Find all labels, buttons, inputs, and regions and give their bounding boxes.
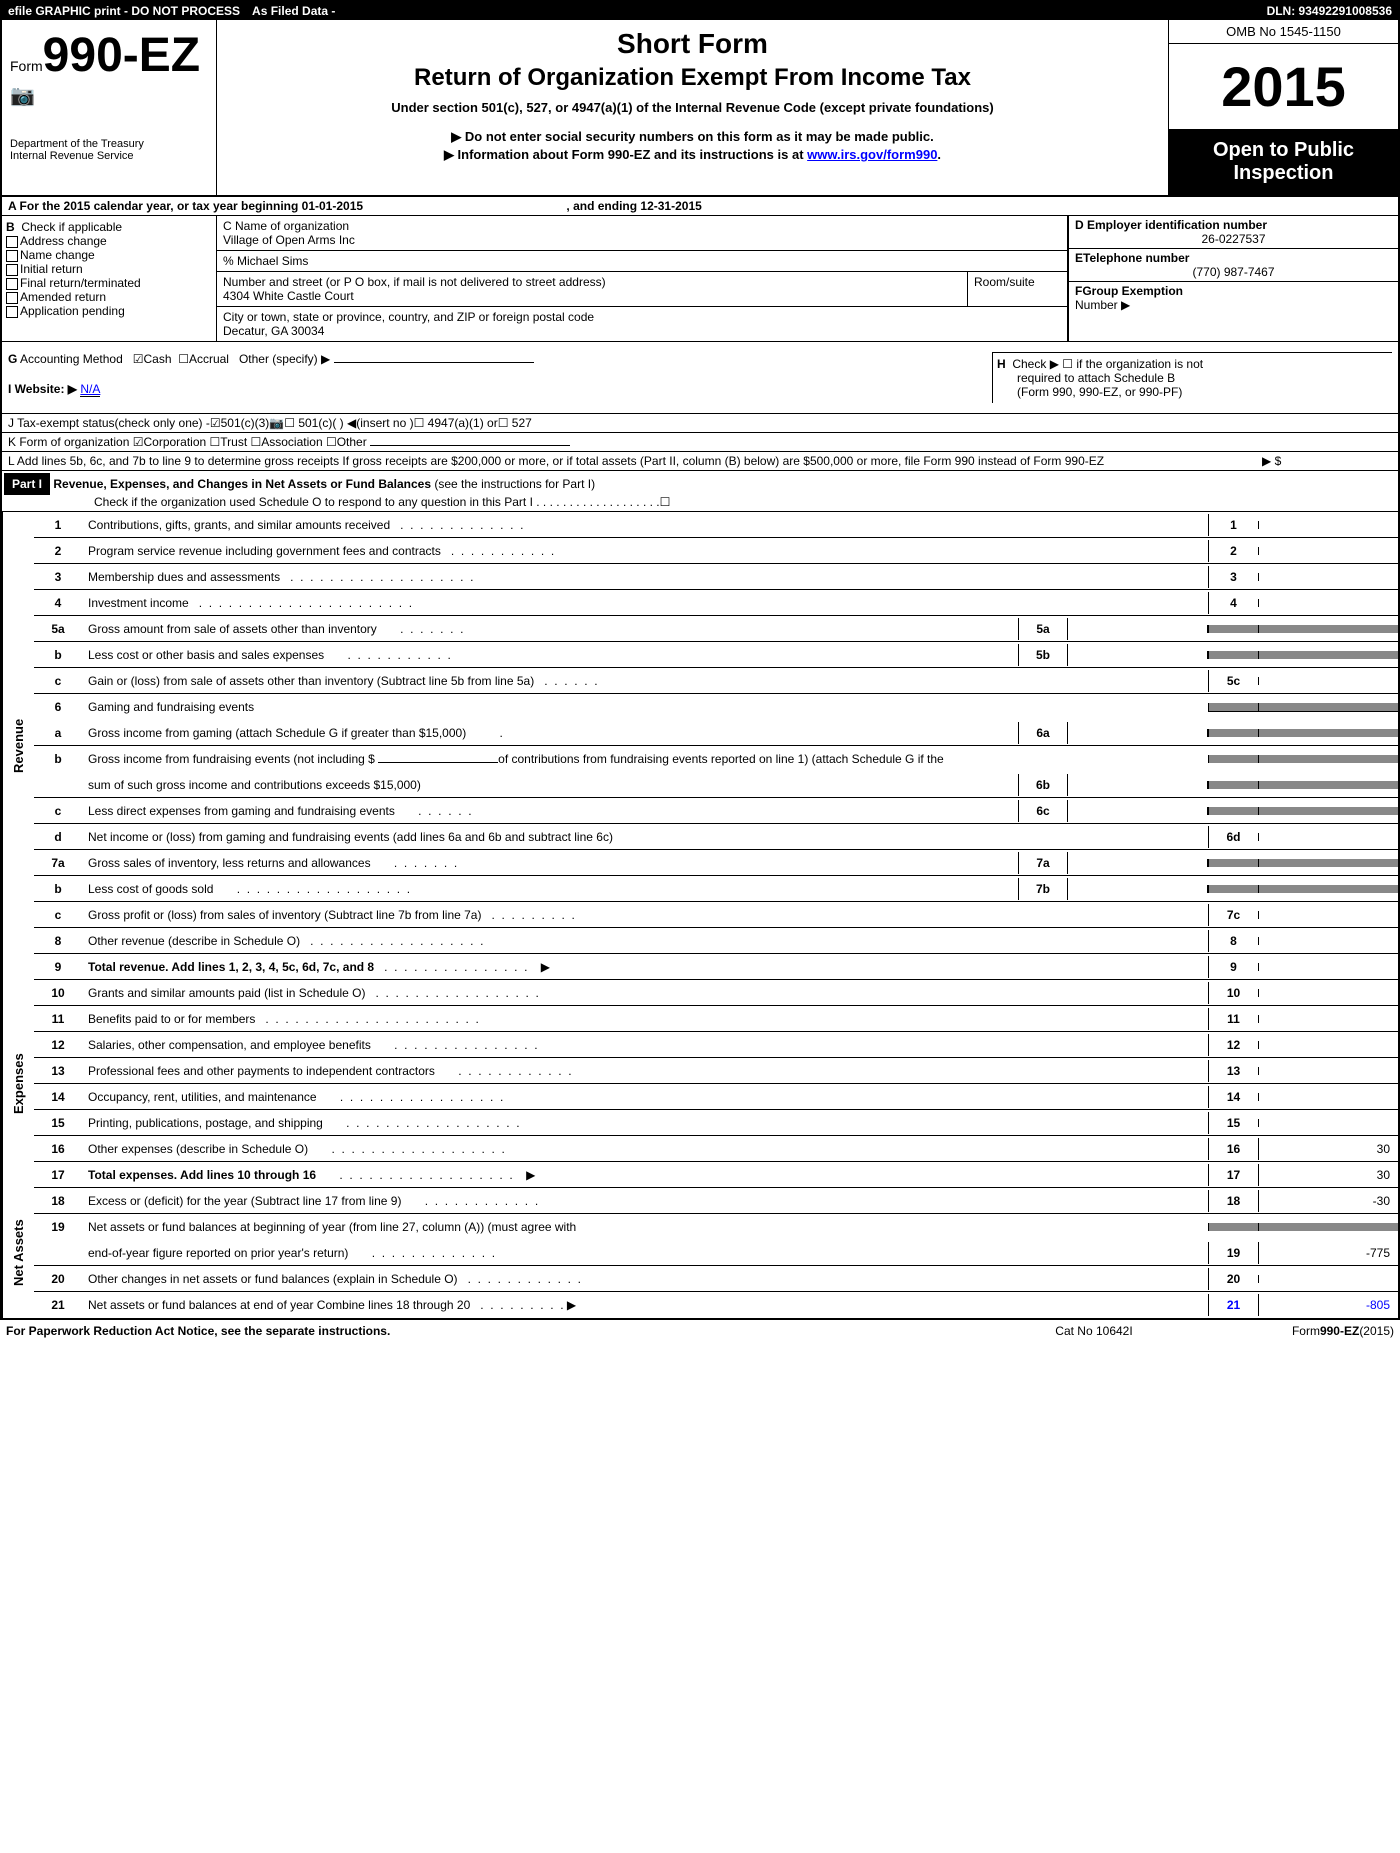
dln-label: DLN: 93492291008536 (1261, 2, 1398, 20)
part1-title: Revenue, Expenses, and Changes in Net As… (53, 477, 431, 491)
tax-exempt-status: J Tax-exempt status(check only one) -☑50… (2, 414, 1398, 433)
val-21: -805 (1258, 1294, 1398, 1316)
info-line: ▶ Information about Form 990-EZ and its … (225, 147, 1160, 163)
val-16: 30 (1258, 1138, 1398, 1160)
line-l: L Add lines 5b, 6c, and 7b to line 9 to … (2, 452, 1398, 471)
title-block: Form990-EZ 📷 Department of the Treasury … (2, 20, 1398, 197)
form-word: Form (10, 58, 43, 74)
irs-link[interactable]: www.irs.gov/form990 (807, 147, 937, 162)
footer: For Paperwork Reduction Act Notice, see … (0, 1320, 1400, 1342)
expenses-section: Expenses 10Grants and similar amounts pa… (2, 980, 1398, 1188)
f-label: FGroup Exemption (1075, 284, 1183, 298)
street-label: Number and street (or P O box, if mail i… (223, 275, 961, 289)
footer-paperwork: For Paperwork Reduction Act Notice, see … (6, 1324, 994, 1338)
f-number: Number ▶ (1075, 298, 1392, 312)
chk-final[interactable]: Final return/terminated (20, 276, 141, 290)
accounting-method: G Accounting Method ☑Cash ☐Accrual Other… (8, 352, 992, 366)
website-link[interactable]: N/A (80, 382, 100, 397)
center-title: Short Form Return of Organization Exempt… (217, 20, 1168, 195)
room-suite: Room/suite (967, 272, 1067, 306)
line-a: A For the 2015 calendar year, or tax yea… (2, 197, 1398, 216)
chk-initial[interactable]: Initial return (20, 262, 83, 276)
as-filed-label: As Filed Data - (246, 2, 1261, 20)
year-box: OMB No 1545-1150 2015 Open to Public Ins… (1168, 20, 1398, 195)
footer-formref: Form990-EZ(2015) (1194, 1324, 1394, 1338)
org-name: Village of Open Arms Inc (223, 233, 1061, 247)
under-section: Under section 501(c), 527, or 4947(a)(1)… (225, 100, 1160, 115)
form-container: efile GRAPHIC print - DO NOT PROCESS As … (0, 0, 1400, 1320)
open-public: Open to Public Inspection (1169, 129, 1398, 195)
form-number: 990-EZ (43, 29, 200, 82)
form-of-org: K Form of organization ☑Corporation ☐Tru… (2, 433, 1398, 452)
chk-address[interactable]: Address change (20, 234, 107, 248)
h-check: H Check ▶ ☐ if the organization is not (997, 357, 1388, 371)
val-18: -30 (1258, 1190, 1398, 1212)
tax-year: 2015 (1169, 44, 1398, 129)
val-19: -775 (1258, 1242, 1398, 1264)
expenses-side-label: Expenses (2, 980, 34, 1188)
efile-label: efile GRAPHIC print - DO NOT PROCESS (2, 2, 246, 20)
part1-header: Part I Revenue, Expenses, and Changes in… (2, 471, 1398, 512)
website-line: I Website: ▶ N/A (8, 382, 992, 396)
c-label: C Name of organization (223, 219, 1061, 233)
h-sched-b: required to attach Schedule B (997, 371, 1388, 385)
chk-pending[interactable]: Application pending (20, 304, 125, 318)
chk-amended[interactable]: Amended return (20, 290, 106, 304)
gh-row: G Accounting Method ☑Cash ☐Accrual Other… (2, 342, 1398, 414)
section-bcdef: B Check if applicable Address change Nam… (2, 216, 1398, 342)
short-form-title: Short Form (225, 28, 1160, 60)
header-bar: efile GRAPHIC print - DO NOT PROCESS As … (2, 2, 1398, 20)
part1-label: Part I (4, 473, 50, 495)
val-17: 30 (1258, 1164, 1398, 1186)
return-title: Return of Organization Exempt From Incom… (225, 64, 1160, 92)
omb-number: OMB No 1545-1150 (1169, 20, 1398, 44)
city-label: City or town, state or province, country… (223, 310, 1061, 324)
d-label: D Employer identification number (1075, 218, 1267, 232)
col-def: D Employer identification number 26-0227… (1068, 216, 1398, 341)
e-label: ETelephone number (1075, 251, 1189, 265)
revenue-section: Revenue 1Contributions, gifts, grants, a… (2, 512, 1398, 980)
footer-catno: Cat No 10642I (994, 1324, 1194, 1338)
form-label-box: Form990-EZ 📷 Department of the Treasury … (2, 20, 217, 195)
h-forms: (Form 990, 990-EZ, or 990-PF) (997, 385, 1388, 399)
dept-treasury: Department of the Treasury (10, 138, 208, 150)
ein: 26-0227537 (1075, 232, 1392, 246)
ssn-warning: ▶ Do not enter social security numbers o… (225, 129, 1160, 145)
col-b: B Check if applicable Address change Nam… (2, 216, 217, 341)
chk-name[interactable]: Name change (20, 248, 95, 262)
netassets-side-label: Net Assets (2, 1188, 34, 1318)
col-c: C Name of organization Village of Open A… (217, 216, 1068, 341)
dept-irs: Internal Revenue Service (10, 150, 208, 162)
netassets-section: Net Assets 18Excess or (deficit) for the… (2, 1188, 1398, 1318)
care-of: % Michael Sims (217, 251, 1068, 272)
street-address: 4304 White Castle Court (223, 289, 961, 303)
city-state-zip: Decatur, GA 30034 (223, 324, 1061, 338)
part1-check: Check if the organization used Schedule … (4, 495, 1396, 509)
part1-suffix: (see the instructions for Part I) (434, 477, 595, 491)
revenue-side-label: Revenue (2, 512, 34, 980)
telephone: (770) 987-7467 (1075, 265, 1392, 279)
